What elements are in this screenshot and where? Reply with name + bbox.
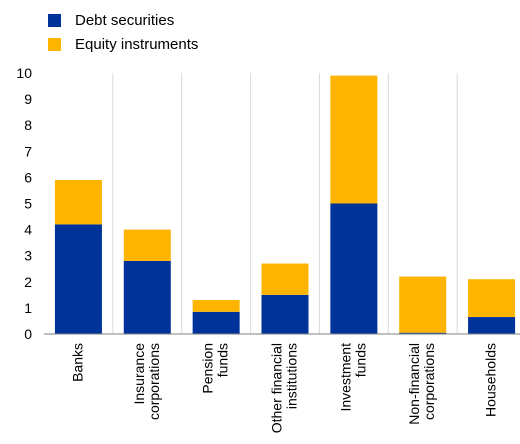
bar-equity-2 <box>192 300 240 312</box>
bar-equity-1 <box>123 229 171 261</box>
x-tick-label-line: corporations <box>421 343 437 420</box>
bar-equity-0 <box>54 180 102 225</box>
y-tick-label: 2 <box>24 274 32 290</box>
x-tick-label: Other financial institutions <box>269 343 300 433</box>
x-tick-label: Non-financial corporations <box>406 343 437 425</box>
x-tick-label: Households <box>483 343 499 417</box>
y-tick-label: 9 <box>24 91 32 107</box>
bar-debt-4 <box>330 203 378 334</box>
legend-label-equity-instruments: Equity instruments <box>75 35 199 53</box>
y-tick-labels: 0 1 2 3 4 5 6 7 8 9 10 <box>16 65 32 342</box>
x-tick-label-line: funds <box>215 343 231 377</box>
x-tick-label: Pension funds <box>200 343 231 394</box>
bar-debt-3 <box>261 294 309 334</box>
bar-equity-6 <box>468 279 516 318</box>
y-tick-label: 8 <box>24 117 32 133</box>
bar-equity-5 <box>399 276 447 333</box>
x-tick-label-line: Other financial <box>269 343 285 433</box>
x-tick-label-line: funds <box>352 343 368 377</box>
bar-equity-3 <box>261 263 309 295</box>
y-tick-label: 1 <box>24 300 32 316</box>
y-tick-label: 0 <box>24 326 32 342</box>
legend-swatch-equity-instruments <box>48 37 61 51</box>
y-tick-label: 5 <box>24 196 32 212</box>
x-tick-label: Insurance corporations <box>131 343 162 420</box>
legend-item-debt-securities: Debt securities <box>48 10 174 30</box>
x-tick-labels: Banks Insurance corporations Pension funds Ot… <box>69 343 498 433</box>
x-tick-label-line: Banks <box>69 343 85 382</box>
x-tick-label-line: Pension <box>200 343 216 394</box>
legend-label-debt-securities: Debt securities <box>75 11 175 29</box>
y-tick-label: 10 <box>16 65 32 81</box>
bar-debt-5 <box>399 332 447 334</box>
legend-item-equity-instruments: Equity instruments <box>48 34 198 54</box>
x-tick-label-line: Non-financial <box>406 343 422 425</box>
bar-equity-4 <box>330 75 378 204</box>
y-tick-label: 6 <box>24 169 32 185</box>
y-tick-label: 7 <box>24 143 32 159</box>
bar-debt-0 <box>54 224 102 334</box>
y-tick-label: 3 <box>24 248 32 264</box>
x-tick-label-line: institutions <box>284 343 300 409</box>
x-tick-label-line: Households <box>483 343 499 417</box>
x-tick-label: Banks <box>69 343 85 382</box>
bar-debt-1 <box>123 260 171 334</box>
x-tick-label-line: Investment <box>337 343 353 412</box>
y-tick-label: 4 <box>24 222 32 238</box>
legend-swatch-debt-securities <box>48 13 61 27</box>
grid-lines <box>112 73 458 334</box>
x-tick-label-line: Insurance <box>131 343 147 405</box>
bars <box>54 75 516 334</box>
bar-debt-6 <box>468 317 516 334</box>
x-tick-label-line: corporations <box>146 343 162 420</box>
bar-debt-2 <box>192 311 240 334</box>
x-tick-label: Investment funds <box>337 343 368 412</box>
